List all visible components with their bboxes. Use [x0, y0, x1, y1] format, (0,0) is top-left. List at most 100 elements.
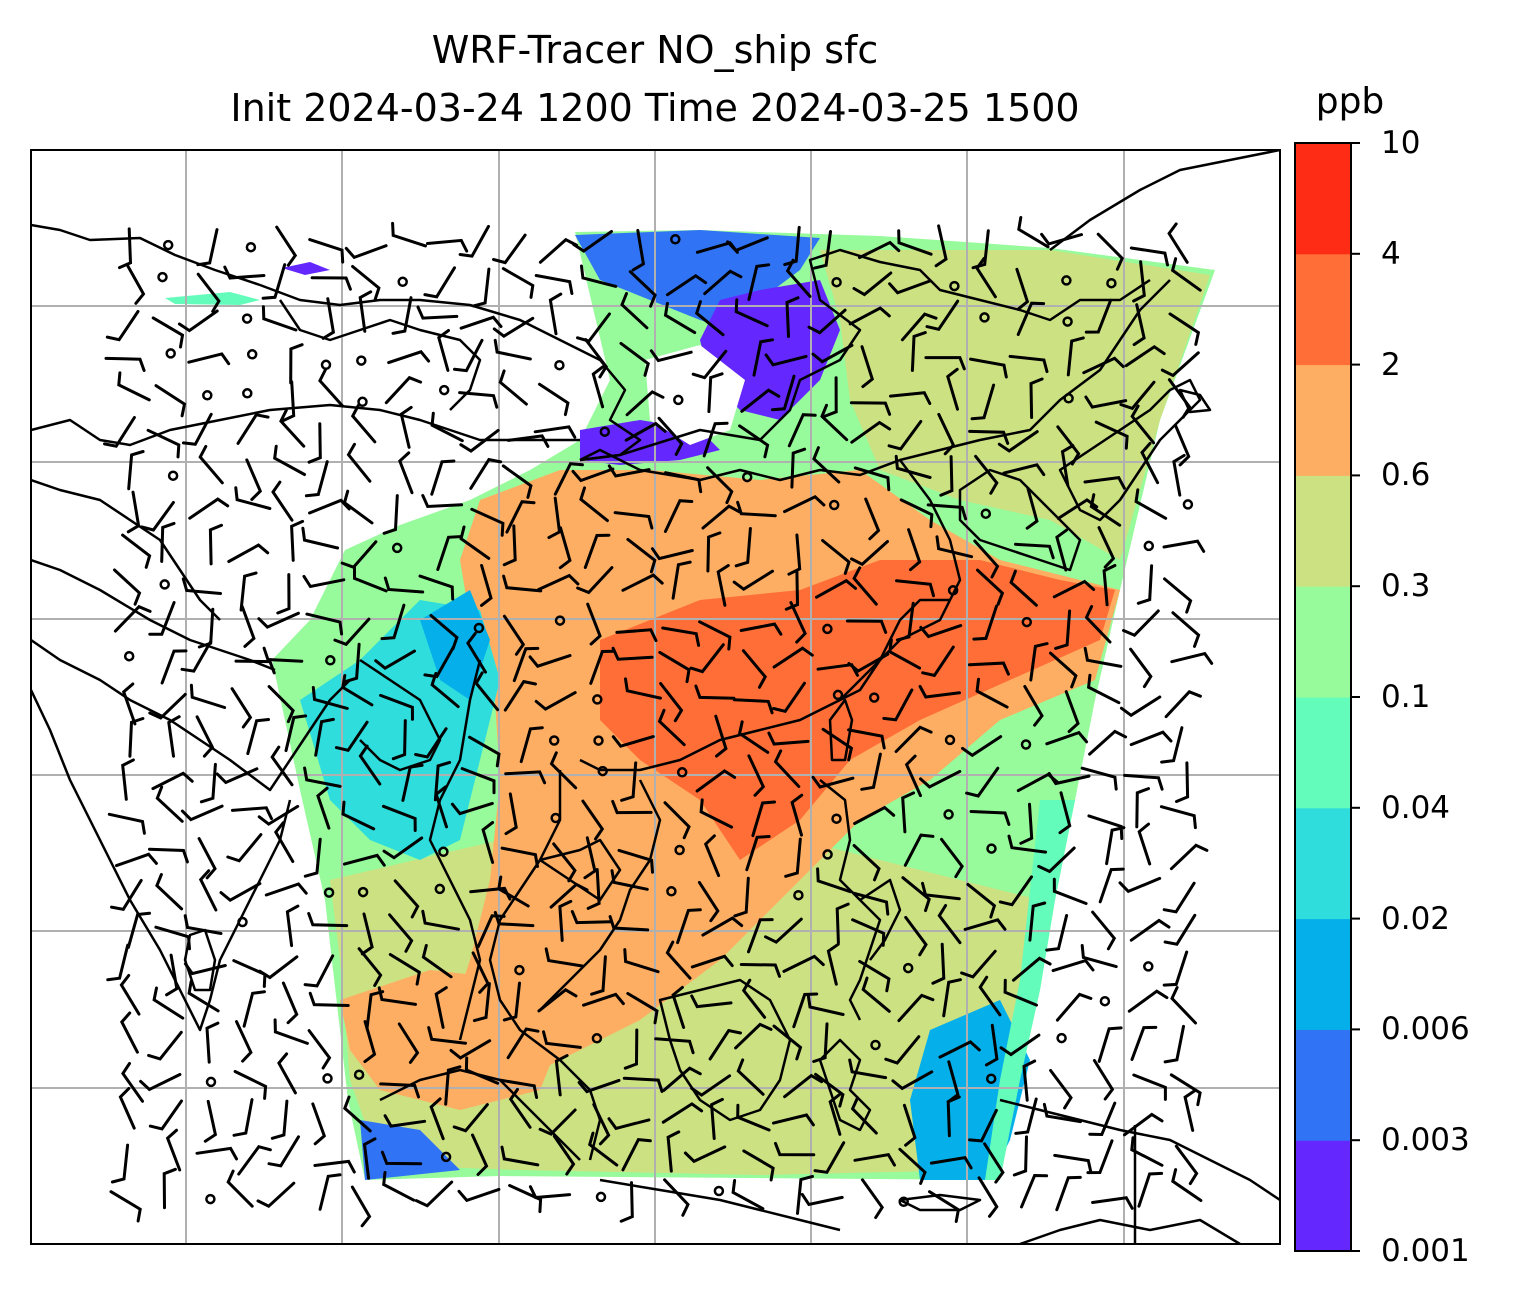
wind-barb [960, 949, 997, 979]
coastline-india [31, 638, 351, 792]
calm-wind-marker [831, 276, 842, 288]
wind-barb [814, 1072, 845, 1108]
colorbar-segment [1295, 364, 1351, 476]
wind-barb [341, 674, 374, 707]
calm-wind-marker [1099, 995, 1111, 1007]
wind-barb [502, 981, 521, 1022]
wind-barb [611, 799, 653, 815]
coastline-java [599, 1178, 841, 1232]
wind-barb [187, 352, 231, 366]
wind-barb [187, 979, 220, 1013]
wind-barb [119, 974, 141, 1016]
wind-barb [121, 758, 135, 801]
calm-wind-marker [670, 234, 681, 245]
wind-barb [307, 1029, 332, 1070]
calm-wind-marker [822, 623, 833, 635]
calm-wind-marker [674, 844, 685, 856]
wind-barb [796, 1174, 814, 1215]
wind-barb [1129, 647, 1153, 689]
wind-barb [983, 1142, 1005, 1184]
wind-barb [285, 904, 300, 948]
wind-barb [624, 421, 667, 442]
wind-barb [815, 578, 857, 599]
wind-barb [935, 535, 974, 559]
wind-barb [480, 564, 493, 607]
calm-wind-marker [980, 508, 992, 519]
wind-barb [121, 1062, 144, 1103]
coastline-inner-border-1 [31, 403, 580, 447]
wind-barb [548, 292, 563, 336]
coastline-india-north [31, 558, 276, 672]
wind-barb [621, 1138, 652, 1172]
wind-barb [506, 1027, 540, 1060]
wind-barb [665, 940, 692, 980]
wind-barb [1087, 814, 1124, 840]
wind-barb [691, 349, 728, 380]
wind-barb [552, 1134, 576, 1176]
calm-wind-marker [245, 241, 257, 253]
wind-barb [968, 1108, 998, 1143]
wind-barb [571, 467, 615, 483]
wind-barb [826, 942, 840, 986]
wind-barb [928, 1190, 961, 1223]
wind-barb [414, 1180, 454, 1208]
wind-barb [736, 1103, 771, 1132]
wind-barb [650, 547, 694, 561]
wind-barb [734, 527, 752, 568]
wind-barb [845, 619, 888, 634]
wind-barb [1047, 772, 1091, 786]
wind-barb [418, 574, 455, 601]
wind-barb [774, 1141, 816, 1157]
wind-barb [307, 912, 349, 928]
wind-barb [154, 925, 191, 951]
wind-barb [631, 228, 646, 272]
wind-barb [430, 411, 464, 443]
wind-barb [969, 810, 1011, 826]
wind-barb [388, 913, 414, 953]
wind-barb [273, 821, 295, 863]
wind-barb [1163, 913, 1197, 946]
wind-barb [716, 564, 730, 607]
wind-barb [976, 568, 1005, 606]
colorbar-segment [1295, 253, 1351, 366]
wind-barb [310, 276, 352, 291]
wind-barb [154, 384, 187, 418]
wind-barb [148, 601, 176, 636]
wind-barb [1169, 1073, 1202, 1107]
wind-barb [811, 343, 854, 364]
wind-barb [784, 837, 802, 878]
wind-barb [414, 727, 448, 759]
colorbar-tick-label: 2 [1381, 346, 1401, 383]
wind-barb [498, 369, 528, 406]
wind-barb [926, 503, 968, 521]
wind-barb [1084, 605, 1112, 644]
wind-barb [380, 603, 406, 641]
wind-barb [1015, 267, 1030, 311]
calm-wind-marker [592, 694, 603, 705]
wind-barb [104, 356, 146, 372]
wind-barb [966, 882, 997, 919]
colorbar-tick-label: 4 [1381, 235, 1401, 272]
calm-wind-marker [514, 964, 525, 976]
wind-barb [792, 992, 819, 1029]
wind-barb [203, 1099, 218, 1143]
wind-barb [663, 1178, 690, 1217]
wind-barb [1020, 1173, 1049, 1209]
wind-barb [316, 786, 331, 830]
wind-barb [162, 1167, 177, 1210]
wind-barb [148, 847, 189, 864]
wind-barb [623, 1028, 639, 1070]
wind-barb [783, 495, 826, 514]
wind-barb [921, 645, 955, 678]
wind-barb [921, 881, 961, 901]
wind-barb [657, 416, 684, 456]
wind-barb [109, 1190, 142, 1223]
wind-barb [747, 918, 774, 954]
calm-wind-marker [157, 271, 168, 283]
wind-barb [1162, 950, 1189, 987]
coastline-korea [958, 468, 1082, 572]
wind-barb [1022, 1059, 1037, 1102]
calm-wind-marker [550, 812, 561, 824]
wind-barb [1130, 1025, 1158, 1061]
wind-barb [430, 671, 460, 709]
